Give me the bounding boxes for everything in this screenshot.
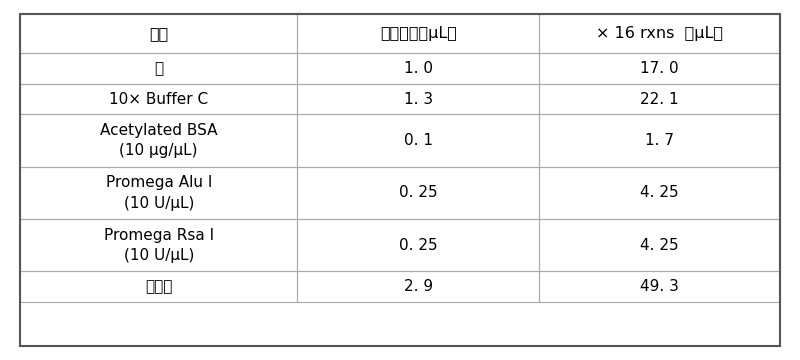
Bar bbox=[539, 84, 780, 114]
Text: 1. 3: 1. 3 bbox=[404, 92, 433, 107]
Bar bbox=[20, 14, 298, 54]
Text: 0. 1: 0. 1 bbox=[404, 133, 433, 148]
Bar bbox=[298, 14, 539, 54]
Text: 试剂: 试剂 bbox=[149, 26, 168, 41]
Text: × 16 rxns  （μL）: × 16 rxns （μL） bbox=[596, 26, 723, 41]
Text: 17. 0: 17. 0 bbox=[640, 61, 679, 76]
Bar bbox=[298, 271, 539, 302]
Text: 49. 3: 49. 3 bbox=[640, 279, 679, 294]
Bar bbox=[539, 54, 780, 84]
Bar bbox=[539, 167, 780, 219]
Text: 0. 25: 0. 25 bbox=[399, 238, 438, 253]
Text: 4. 25: 4. 25 bbox=[640, 185, 679, 201]
Text: 1. 7: 1. 7 bbox=[645, 133, 674, 148]
Bar bbox=[298, 114, 539, 167]
Bar bbox=[298, 84, 539, 114]
Bar bbox=[539, 271, 780, 302]
Bar bbox=[298, 219, 539, 271]
Text: 22. 1: 22. 1 bbox=[640, 92, 679, 107]
Bar bbox=[20, 219, 298, 271]
Text: 水: 水 bbox=[154, 61, 163, 76]
Bar bbox=[20, 54, 298, 84]
Text: 0. 25: 0. 25 bbox=[399, 185, 438, 201]
Bar bbox=[20, 271, 298, 302]
Text: 10× Buffer C: 10× Buffer C bbox=[109, 92, 208, 107]
Bar bbox=[298, 167, 539, 219]
Text: 4. 25: 4. 25 bbox=[640, 238, 679, 253]
Bar bbox=[298, 54, 539, 84]
Bar bbox=[539, 14, 780, 54]
Text: 1. 0: 1. 0 bbox=[404, 61, 433, 76]
Bar bbox=[20, 114, 298, 167]
Bar bbox=[20, 84, 298, 114]
Bar bbox=[20, 167, 298, 219]
Text: Promega Alu I
(10 U/μL): Promega Alu I (10 U/μL) bbox=[106, 175, 212, 211]
Text: 2. 9: 2. 9 bbox=[404, 279, 433, 294]
Text: Acetylated BSA
(10 μg/μL): Acetylated BSA (10 μg/μL) bbox=[100, 123, 218, 158]
Text: Promega Rsa I
(10 U/μL): Promega Rsa I (10 U/μL) bbox=[104, 228, 214, 263]
Text: 终体积: 终体积 bbox=[145, 279, 172, 294]
Bar bbox=[539, 219, 780, 271]
Text: 每个反应（μL）: 每个反应（μL） bbox=[380, 26, 457, 41]
Bar bbox=[539, 114, 780, 167]
